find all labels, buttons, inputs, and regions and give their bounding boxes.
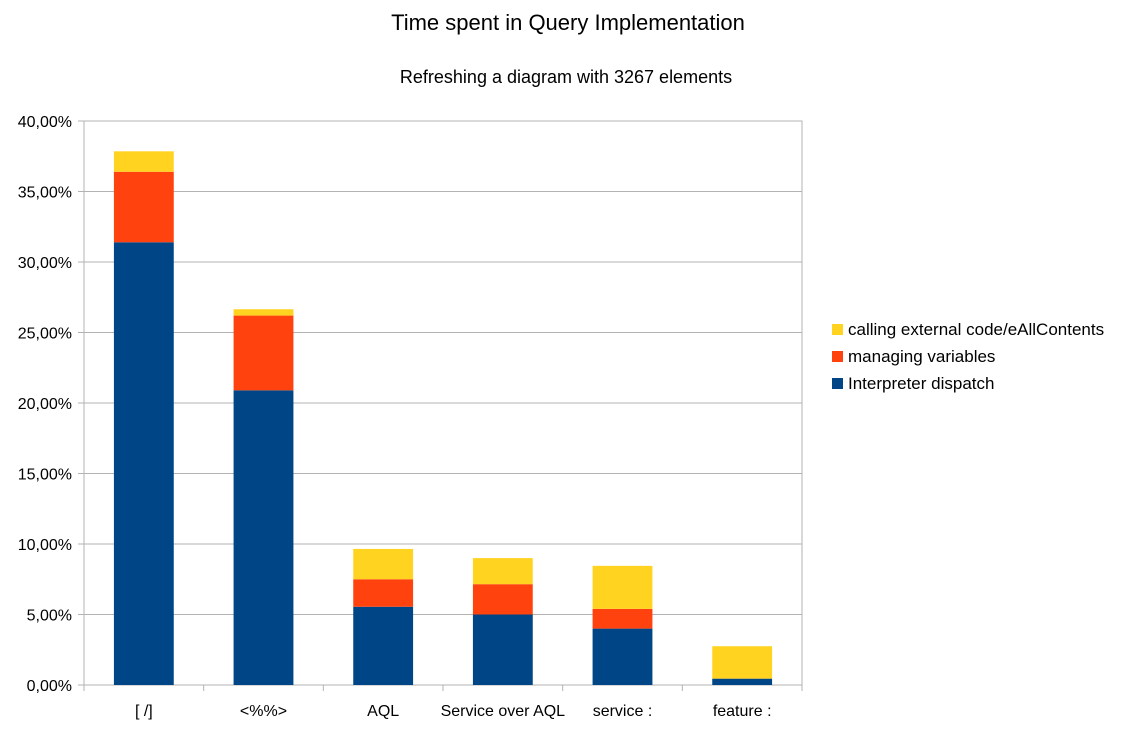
bar-segment	[592, 565, 653, 609]
bar-segment	[113, 242, 174, 685]
legend-label: Interpreter dispatch	[848, 374, 994, 393]
y-tick-label: 5,00%	[27, 608, 72, 625]
x-tick-label: Service over AQL	[441, 703, 566, 720]
bar-segment	[472, 614, 533, 685]
bar-segment	[712, 678, 773, 685]
y-tick-label: 40,00%	[18, 114, 72, 131]
chart-subtitle: Refreshing a diagram with 3267 elements	[400, 67, 732, 87]
y-tick-label: 10,00%	[18, 537, 72, 554]
bar-segment	[472, 558, 533, 585]
bar-segment	[233, 315, 294, 391]
bar-segment	[712, 646, 773, 679]
bar-segment	[113, 171, 174, 243]
legend-label: managing variables	[848, 347, 995, 366]
x-tick-label: <%%>	[240, 703, 287, 720]
x-tick-label: AQL	[367, 703, 399, 720]
legend-swatch	[832, 324, 843, 335]
y-tick-label: 25,00%	[18, 326, 72, 343]
bar-segment	[353, 579, 414, 607]
y-tick-label: 35,00%	[18, 185, 72, 202]
bar-segment	[592, 608, 653, 629]
bar-segment	[233, 390, 294, 685]
x-tick-label: feature :	[713, 703, 772, 720]
legend-swatch	[832, 378, 843, 389]
bar-segment	[592, 628, 653, 685]
y-tick-label: 0,00%	[27, 678, 72, 695]
chart-title: Time spent in Query Implementation	[391, 10, 745, 35]
x-tick-label: service :	[593, 703, 653, 720]
bar-segment	[233, 309, 294, 316]
y-tick-label: 15,00%	[18, 467, 72, 484]
legend-label: calling external code/eAllContents	[848, 320, 1104, 339]
plot-area: 0,00% 5,00% 10,00% 15,00% 20,00% 25,00% 30,00%…	[18, 114, 803, 720]
legend-swatch	[832, 351, 843, 362]
bar-segment	[353, 606, 414, 685]
bar-segment	[472, 584, 533, 615]
bar-segment	[113, 151, 174, 172]
x-tick-label: [ /]	[135, 703, 153, 720]
y-tick-label: 30,00%	[18, 255, 72, 272]
bar-segment	[353, 548, 414, 580]
y-tick-label: 20,00%	[18, 396, 72, 413]
legend: calling external code/eAllContents managi…	[832, 320, 1104, 393]
